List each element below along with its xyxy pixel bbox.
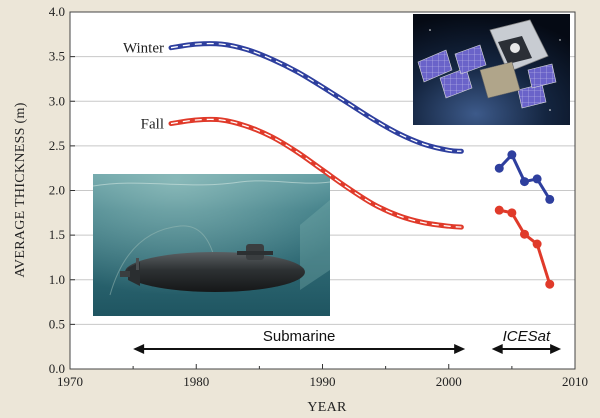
x-tick-label: 1970 (57, 374, 83, 389)
range-label: ICESat (503, 328, 551, 345)
range-label: Submarine (263, 328, 336, 345)
plot-frame (69, 11, 576, 370)
data-point (545, 194, 555, 204)
data-point (532, 174, 542, 184)
y-tick-label: 3.0 (49, 93, 65, 108)
series-label-winter: Winter (123, 41, 164, 57)
y-tick-label: 2.0 (49, 183, 65, 198)
data-point (520, 177, 529, 187)
y-axis-title: AVERAGE THICKNESS (m) (13, 102, 28, 277)
x-tick-label: 2010 (562, 374, 588, 389)
x-axis-title: YEAR (307, 400, 347, 415)
y-tick-label: 1.5 (49, 227, 65, 242)
data-point (494, 205, 504, 215)
y-tick-label: 0.5 (49, 316, 65, 331)
y-tick-label: 2.5 (49, 138, 65, 153)
series-line-highlight (170, 42, 462, 152)
data-point (545, 279, 555, 289)
data-point (494, 163, 504, 173)
x-tick-label: 1990 (310, 374, 336, 389)
series-label-fall: Fall (141, 117, 164, 133)
y-tick-label: 1.0 (49, 272, 65, 287)
satellite-photo (413, 14, 570, 125)
y-tick-label: 3.5 (49, 49, 65, 64)
series-layer (168, 41, 555, 289)
arrowhead-right (550, 344, 562, 354)
x-tick-label: 2000 (436, 374, 462, 389)
y-tick-label: 4.0 (49, 4, 65, 19)
labels-layer: Winter Fall Submarine ICESat (123, 41, 562, 354)
arrowhead-right (454, 344, 466, 354)
arrowhead-left (133, 344, 145, 354)
data-point (507, 150, 517, 160)
series-line-highlight (170, 118, 462, 228)
data-point (507, 208, 517, 218)
data-point (532, 239, 542, 249)
submarine-photo (92, 174, 331, 316)
x-tick-label: 1980 (183, 374, 209, 389)
data-point (520, 229, 529, 239)
axes: 0.0 0.5 1.0 1.5 2.0 2.5 3.0 3.5 4.0 1970 1980 1990 2… (49, 4, 588, 389)
y-tick-label: 0.0 (49, 361, 65, 376)
arrowhead-left (491, 344, 503, 354)
